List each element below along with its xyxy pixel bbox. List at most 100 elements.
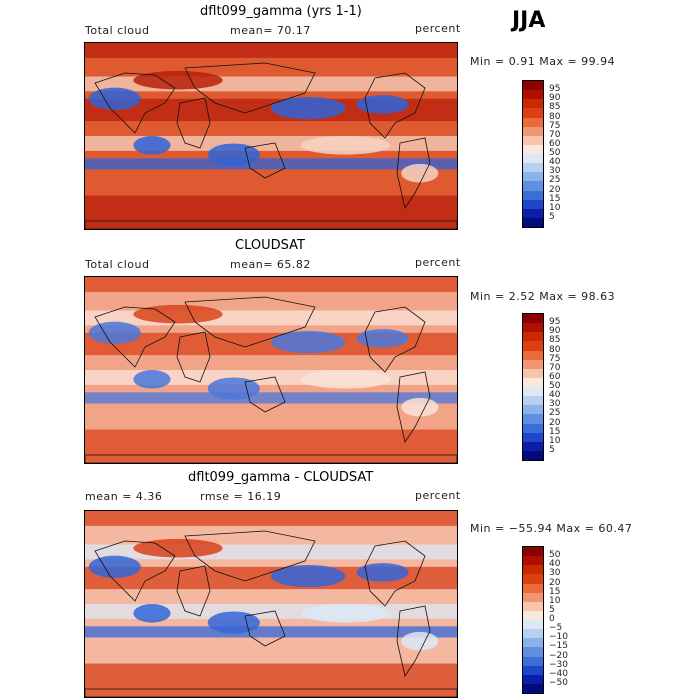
colorbar-tick-label: 10 [549, 435, 561, 446]
panel-1-map [84, 42, 458, 230]
panel-2-colorbar: 95 90 85 80 75 70 60 50 40 30 25 20 15 10 5 [522, 313, 560, 461]
panel-1-left-label: Total cloud [85, 24, 150, 37]
colorbar-tick-label: 80 [549, 344, 561, 355]
panel-2-left-label: Total cloud [85, 258, 150, 271]
colorbar-segment [523, 81, 543, 91]
colorbar-tick-label: 10 [549, 595, 561, 606]
colorbar-tick-label: −15 [549, 641, 568, 652]
colorbar-segment [523, 647, 543, 657]
colorbar-tick-label: 5 [549, 211, 555, 222]
colorbar-segment [523, 620, 543, 630]
colorbar-tick-label: 75 [549, 120, 561, 131]
panel-3-rmse-label: rmse = 16.19 [200, 490, 282, 503]
colorbar-segment [523, 323, 543, 333]
colorbar-segment [523, 610, 543, 620]
colorbar-tick-label: 60 [549, 138, 561, 149]
colorbar-tick-label: 0 [549, 614, 555, 624]
colorbar-tick-label: 90 [549, 326, 561, 337]
colorbar-tick-label: −40 [549, 668, 568, 679]
colorbar-tick-label: −5 [549, 623, 563, 634]
colorbar-tick-label: 75 [549, 353, 561, 364]
panel-1-mean-label: mean= 70.17 [230, 24, 311, 37]
colorbar-tick-label: 80 [549, 111, 561, 122]
colorbar-tick-label: 85 [549, 335, 561, 346]
colorbar-tick-label: 25 [549, 408, 561, 419]
colorbar-segment [523, 332, 543, 342]
colorbar-segment [523, 377, 543, 387]
colorbar-tick-label: 5 [549, 444, 555, 455]
colorbar-segment [523, 423, 543, 433]
colorbar-segment [523, 135, 543, 145]
colorbar-segment [523, 396, 543, 406]
colorbar-segment [523, 154, 543, 164]
colorbar-segment [523, 199, 543, 209]
colorbar-tick-label: 40 [549, 390, 561, 401]
colorbar-segment [523, 405, 543, 415]
colorbar-segment [523, 208, 543, 218]
colorbar-segment [523, 683, 543, 693]
colorbar-segment [523, 638, 543, 648]
colorbar-segment [523, 656, 543, 666]
colorbar-tick-label: 95 [549, 84, 561, 95]
colorbar-tick-label: 15 [549, 586, 561, 597]
colorbar-segment [523, 217, 543, 227]
panel-1-title: dflt099_gamma (yrs 1-1) [200, 4, 362, 19]
colorbar-segment [523, 592, 543, 602]
colorbar-tick-label: 30 [549, 166, 561, 177]
colorbar-segment [523, 450, 543, 460]
panel-3-colorbar: 50 40 30 20 15 10 5 0 −5 −10 −15 −20 −30 −40 −50 [522, 546, 568, 694]
colorbar-tick-label: 20 [549, 184, 561, 195]
colorbar-tick-label: −30 [549, 659, 568, 670]
colorbar-segment [523, 144, 543, 154]
colorbar-segment [523, 108, 543, 118]
colorbar-segment [523, 350, 543, 360]
panel-2-mean-label: mean= 65.82 [230, 258, 311, 271]
season-label: JJA [512, 8, 546, 33]
panel-3-mean-label: mean = 4.36 [85, 490, 163, 503]
colorbar-segment [523, 341, 543, 351]
panel-3-title: dflt099_gamma - CLOUDSAT [188, 470, 374, 485]
colorbar-segment [523, 359, 543, 369]
colorbar-tick-label: 20 [549, 577, 561, 588]
colorbar-tick-label: 10 [549, 202, 561, 213]
colorbar-segment [523, 314, 543, 324]
colorbar-segment [523, 547, 543, 557]
colorbar-segment [523, 99, 543, 109]
colorbar-segment [523, 181, 543, 191]
colorbar-tick-label: 95 [549, 317, 561, 328]
panel-1-colorbar: 95 90 85 80 75 70 60 50 40 30 25 20 15 10 5 [522, 80, 560, 228]
colorbar-tick-label: 40 [549, 157, 561, 168]
colorbar-tick-label: 70 [549, 129, 561, 140]
colorbar-segment [523, 163, 543, 173]
colorbar-tick-label: 20 [549, 417, 561, 428]
colorbar-tick-label: 90 [549, 93, 561, 104]
colorbar-tick-label: 50 [549, 550, 561, 561]
colorbar-segment [523, 368, 543, 378]
panel-2-minmax: Min = 2.52 Max = 98.63 [470, 290, 616, 303]
colorbar-segment [523, 117, 543, 127]
colorbar-segment [523, 172, 543, 182]
colorbar-tick-label: 15 [549, 426, 561, 437]
colorbar-tick-label: 30 [549, 568, 561, 579]
colorbar-segment [523, 574, 543, 584]
colorbar-segment [523, 583, 543, 593]
colorbar-tick-label: 60 [549, 371, 561, 382]
panel-2-map [84, 276, 458, 464]
panel-1-minmax: Min = 0.91 Max = 99.94 [470, 55, 616, 68]
colorbar-segment [523, 565, 543, 575]
colorbar-tick-label: 40 [549, 559, 561, 570]
colorbar-segment [523, 432, 543, 442]
colorbar-segment [523, 414, 543, 424]
panel-3-minmax: Min = −55.94 Max = 60.47 [470, 522, 633, 535]
colorbar-segment [523, 629, 543, 639]
colorbar-tick-label: 25 [549, 175, 561, 186]
colorbar-tick-label: 50 [549, 381, 561, 391]
panel-1-units-label: percent [415, 22, 461, 35]
colorbar-tick-label: 15 [549, 193, 561, 204]
colorbar-segment [523, 441, 543, 451]
panel-2-units-label: percent [415, 256, 461, 269]
panel-3-map [84, 510, 458, 698]
colorbar-tick-label: 70 [549, 362, 561, 373]
colorbar-tick-label: 30 [549, 399, 561, 410]
colorbar-segment [523, 190, 543, 200]
